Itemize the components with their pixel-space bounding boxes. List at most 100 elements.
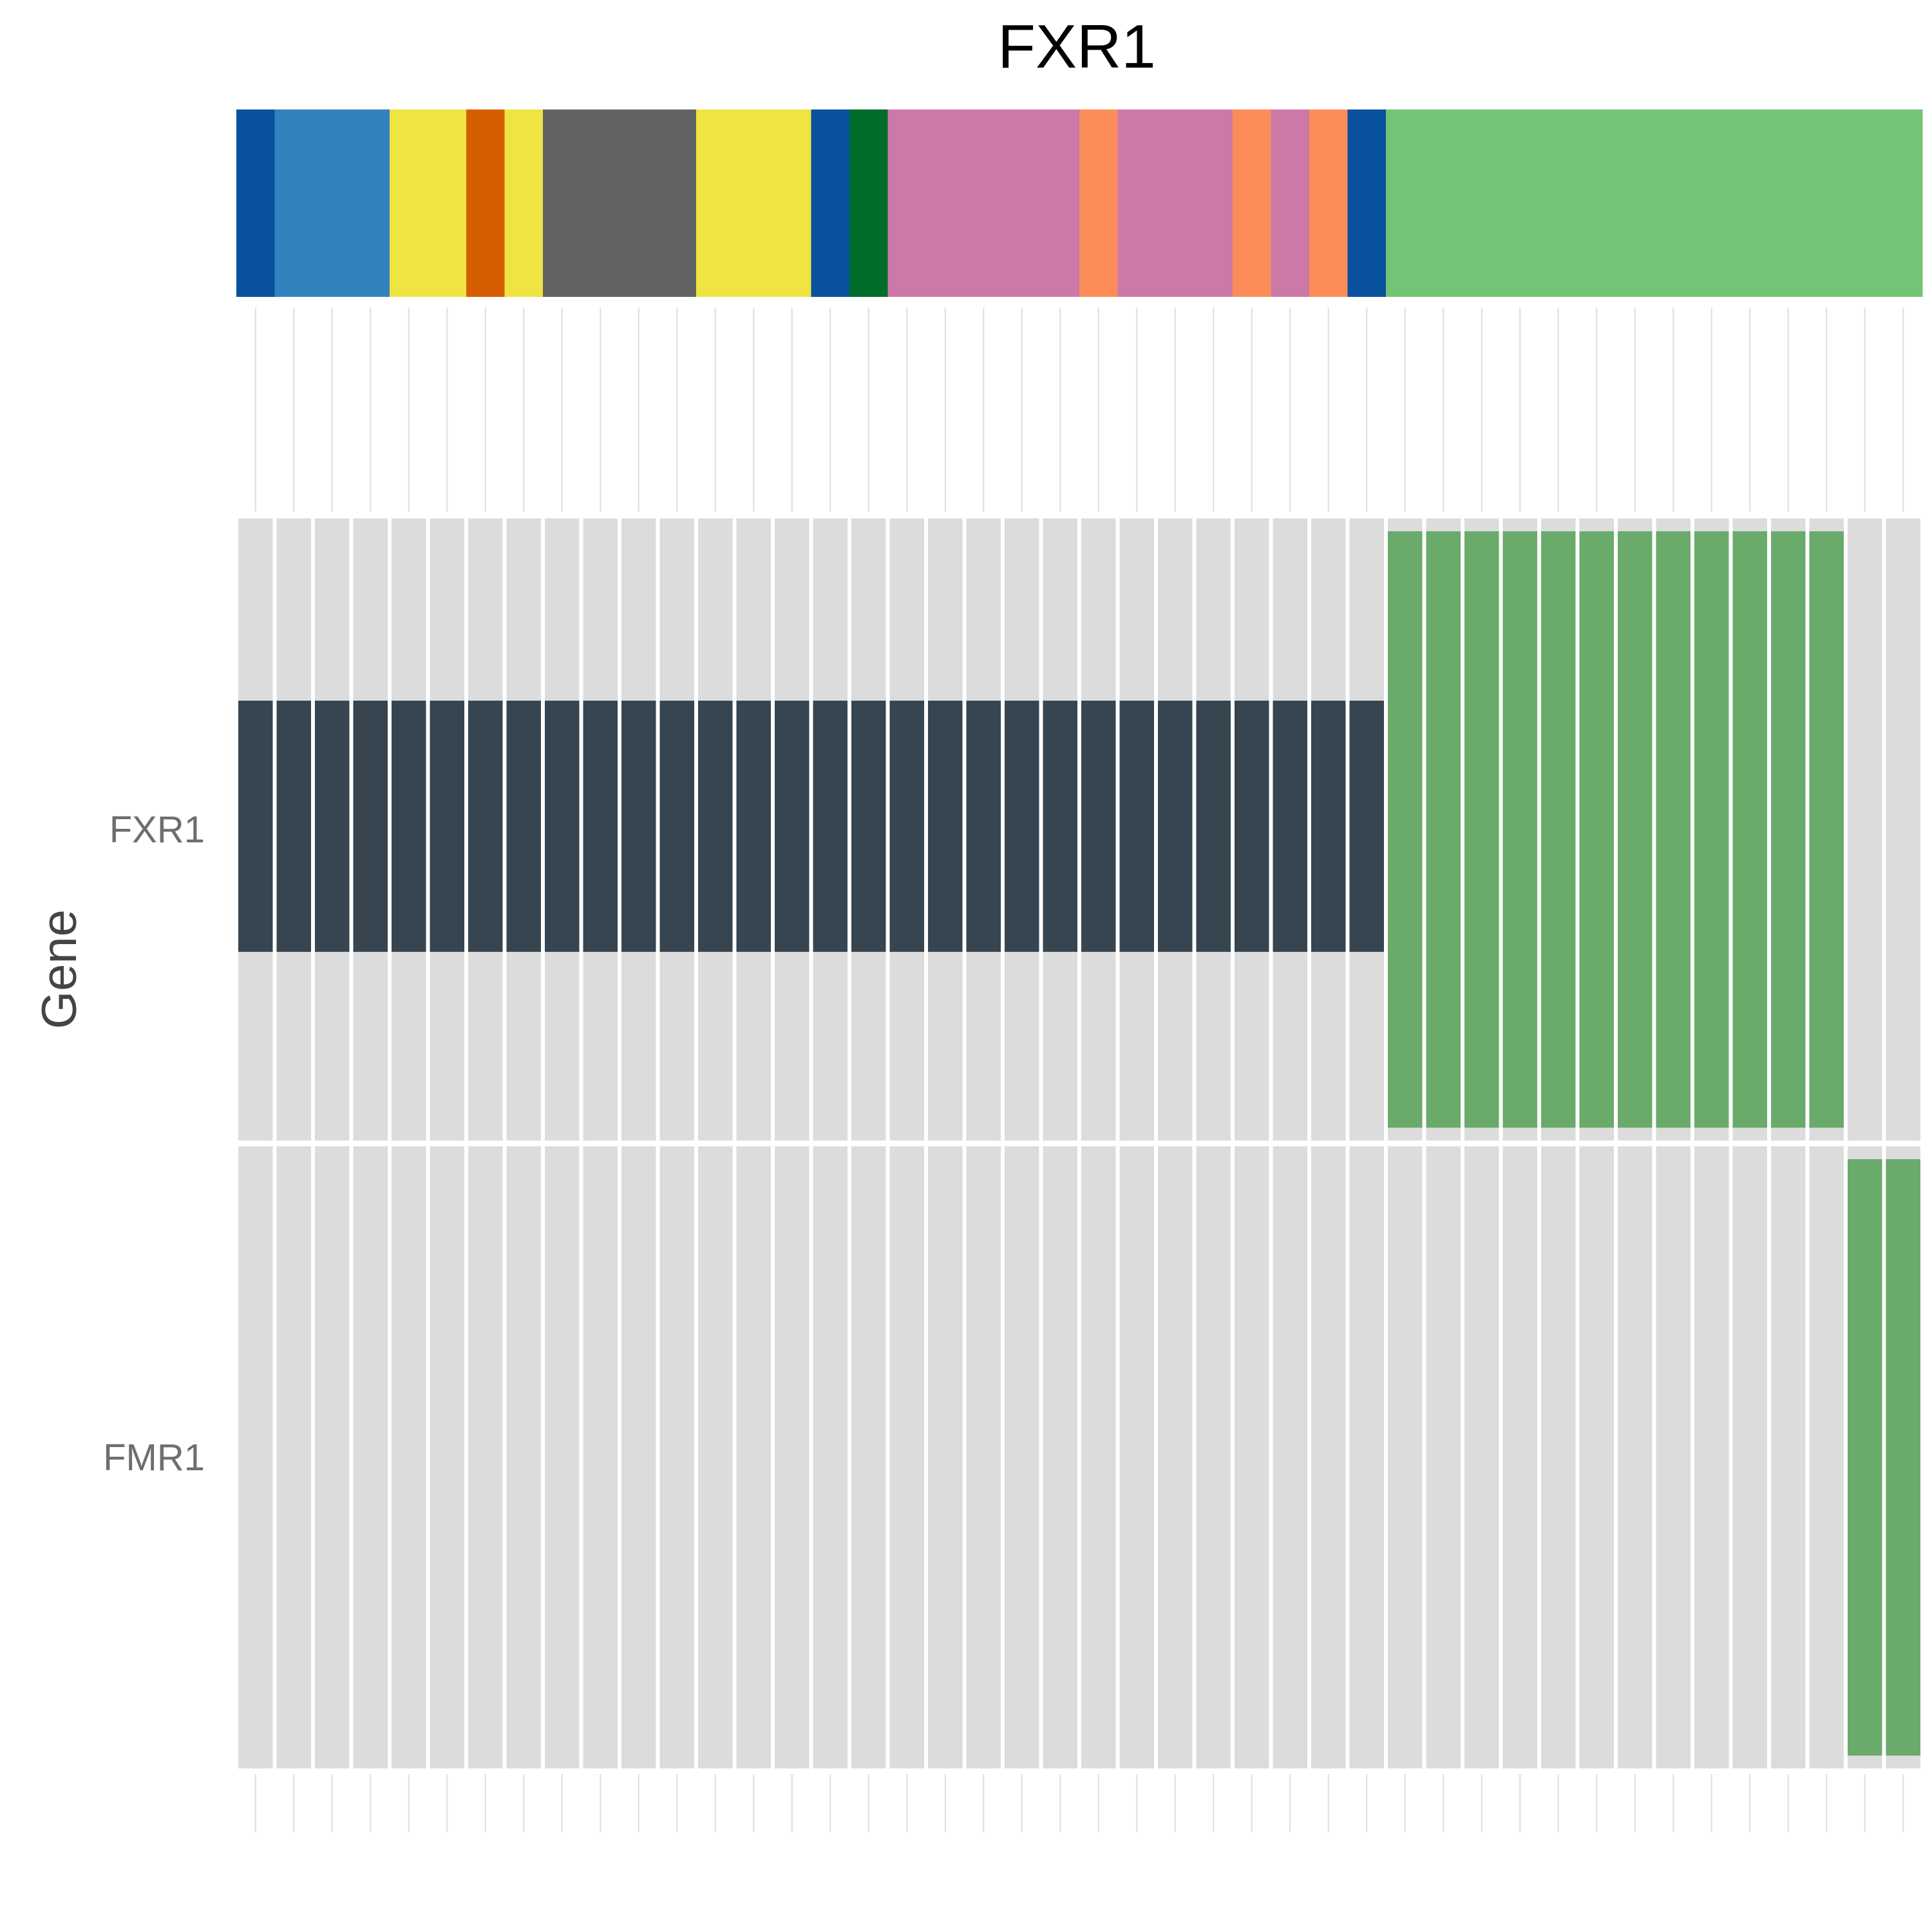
background-tile <box>1273 1146 1307 1768</box>
background-tile <box>889 1146 924 1768</box>
background-tile <box>1119 1146 1154 1768</box>
background-tile <box>698 1146 733 1768</box>
annotation-cell <box>926 109 965 297</box>
background-tile <box>1388 1146 1423 1768</box>
amplification-tile <box>583 701 618 952</box>
amplification-tile <box>928 701 963 952</box>
annotation-cell <box>466 109 506 297</box>
y-axis-label: Gene <box>32 909 87 1029</box>
amplification-tile <box>353 701 388 952</box>
background-tile <box>1886 518 1920 1141</box>
amplification-tile <box>851 701 886 952</box>
background-tile <box>1694 1146 1729 1768</box>
background-tile <box>238 1146 273 1768</box>
annotation-cell <box>1769 109 1808 297</box>
background-tile <box>1349 1146 1384 1768</box>
annotation-cell <box>1156 109 1195 297</box>
row-labels: FXR1 FMR1 <box>103 809 205 1479</box>
background-tile <box>1618 1146 1653 1768</box>
background-tile <box>1081 1146 1116 1768</box>
chart-title: FXR1 <box>998 12 1155 81</box>
annotation-cell <box>1539 109 1578 297</box>
amplification-tile <box>506 701 541 952</box>
annotation-cell <box>1117 109 1157 297</box>
annotation-cell <box>658 109 697 297</box>
annotation-cell <box>1577 109 1616 297</box>
amplification-tile <box>889 701 924 952</box>
amplification-tile <box>1349 701 1384 952</box>
background-tile <box>1732 1146 1767 1768</box>
row-label: FXR1 <box>109 809 205 851</box>
alteration-tile <box>1771 531 1806 1128</box>
alteration-tile <box>1426 531 1461 1128</box>
annotation-cell <box>1846 109 1885 297</box>
annotation-cell <box>1463 109 1502 297</box>
annotation-cell <box>236 109 276 297</box>
alteration-tile <box>1848 1159 1882 1756</box>
background-tile <box>1771 1146 1806 1768</box>
annotation-cell <box>620 109 659 297</box>
annotation-cell <box>1424 109 1463 297</box>
annotation-bar <box>236 109 1923 297</box>
amplification-tile <box>1311 701 1346 952</box>
amplification-tile <box>1196 701 1231 952</box>
background-tile <box>1311 1146 1346 1768</box>
amplification-tile <box>966 701 1001 952</box>
background-tile <box>1848 518 1882 1141</box>
background-tile <box>966 1146 1001 1768</box>
amplification-tile <box>1235 701 1269 952</box>
annotation-cell <box>1386 109 1425 297</box>
alteration-tile <box>1732 531 1767 1128</box>
alteration-tile <box>1694 531 1729 1128</box>
background-tile <box>353 1146 388 1768</box>
background-tile <box>1196 1146 1231 1768</box>
amplification-tile <box>621 701 656 952</box>
annotation-cell <box>1041 109 1080 297</box>
bottom-gridlines <box>254 1774 1904 1832</box>
alteration-tile <box>1502 531 1537 1128</box>
annotation-cell <box>1194 109 1233 297</box>
alteration-tile <box>1541 531 1576 1128</box>
amplification-tile <box>813 701 848 952</box>
alteration-tile <box>1388 531 1423 1128</box>
background-tile <box>315 1146 350 1768</box>
amplification-tile <box>545 701 580 952</box>
background-tile <box>1541 1146 1576 1768</box>
background-tile <box>1235 1146 1269 1768</box>
background-tile <box>851 1146 886 1768</box>
annotation-cell <box>964 109 1003 297</box>
annotation-cell <box>1347 109 1387 297</box>
background-tile <box>583 1146 618 1768</box>
annotation-cell <box>1271 109 1310 297</box>
background-tile <box>775 1146 810 1768</box>
annotation-cell <box>1501 109 1540 297</box>
alteration-tile <box>1656 531 1690 1128</box>
annotation-cell <box>274 109 314 297</box>
background-tile <box>545 1146 580 1768</box>
annotation-cell <box>1654 109 1693 297</box>
background-tile <box>1579 1146 1614 1768</box>
alteration-tile <box>1464 531 1499 1128</box>
annotation-cell <box>1884 109 1923 297</box>
amplification-tile <box>736 701 771 952</box>
background-tile <box>1005 1146 1039 1768</box>
annotation-cell <box>1079 109 1119 297</box>
annotation-cell <box>1730 109 1770 297</box>
background-tile <box>1502 1146 1537 1768</box>
background-tile <box>1158 1146 1193 1768</box>
background-tile <box>468 1146 503 1768</box>
alteration-tile <box>1579 531 1614 1128</box>
annotation-cell <box>1309 109 1349 297</box>
amplification-tile <box>1158 701 1193 952</box>
annotation-cell <box>696 109 735 297</box>
background-tile <box>1464 1146 1499 1768</box>
amplification-tile <box>392 701 426 952</box>
background-tile <box>1426 1146 1461 1768</box>
annotation-cell <box>543 109 582 297</box>
annotation-cell <box>390 109 429 297</box>
alteration-tile <box>1618 531 1653 1128</box>
alteration-tile <box>1809 531 1844 1128</box>
annotation-cell <box>811 109 850 297</box>
background-tile <box>813 1146 848 1768</box>
